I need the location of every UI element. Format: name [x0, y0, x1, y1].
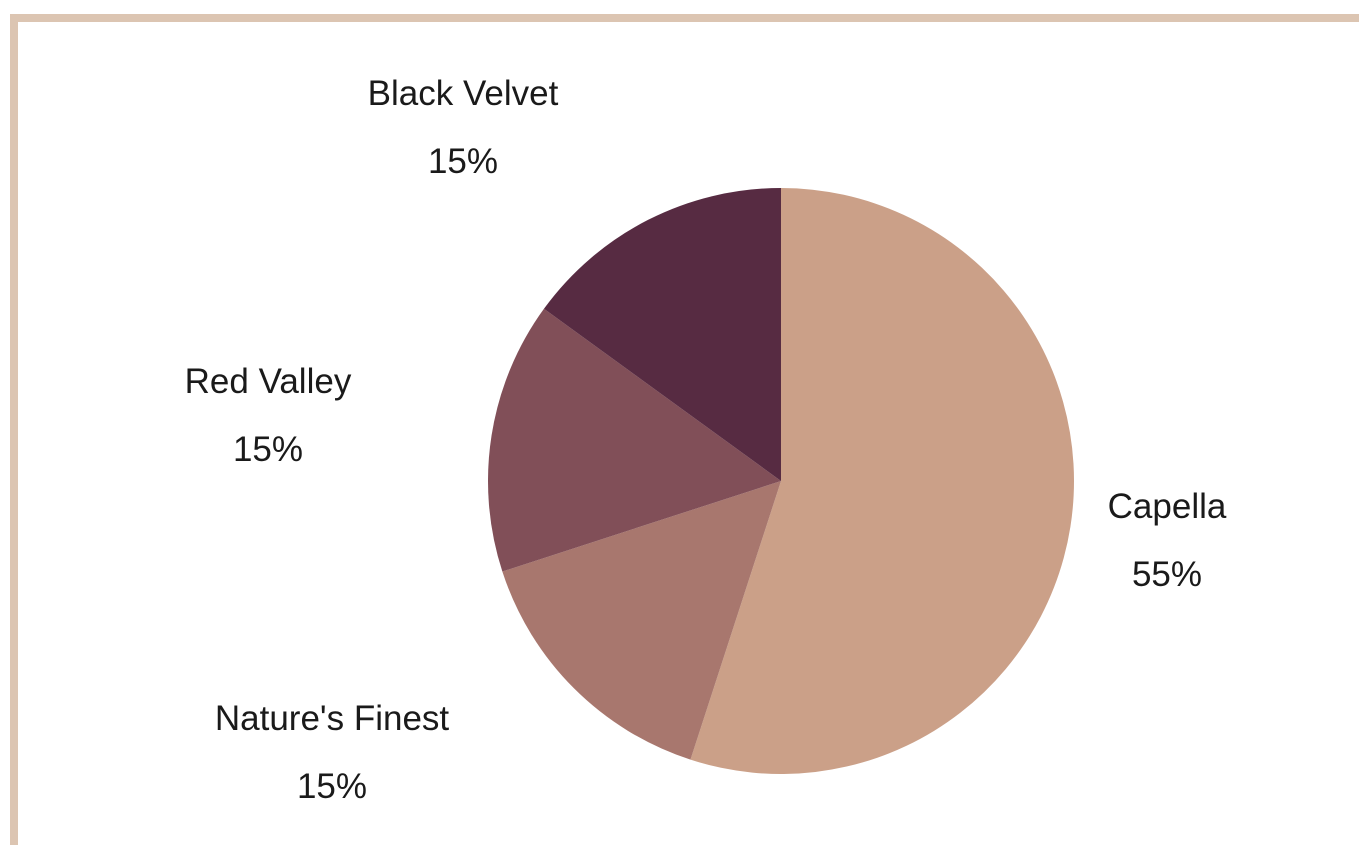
slice-label-percent: 15% — [233, 430, 303, 469]
slice-label-percent: 15% — [428, 142, 498, 181]
slice-label-name: Nature's Finest — [215, 699, 450, 738]
slice-label-percent: 15% — [297, 767, 367, 806]
slice-label-name: Black Velvet — [368, 74, 559, 113]
slice-labels: Capella 55% Nature's Finest 15% Red Valley 15… — [185, 74, 1227, 806]
slice-label-name: Red Valley — [185, 362, 352, 401]
slice-label-name: Capella — [1108, 487, 1227, 526]
pie-slice-red-valley — [488, 308, 781, 572]
pie-slice-black-velvet — [543, 188, 781, 481]
pie-slices — [488, 188, 1075, 775]
slice-label-percent: 55% — [1132, 555, 1202, 594]
pie-slice-nature-s-finest — [502, 481, 781, 760]
pie-slice-capella — [690, 188, 1075, 775]
